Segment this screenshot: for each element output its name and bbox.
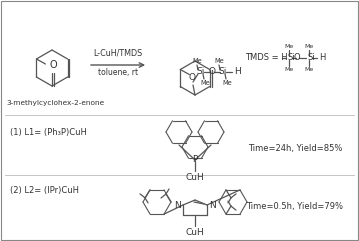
Text: Me: Me: [200, 80, 210, 86]
Text: P: P: [192, 155, 198, 165]
Text: Time=24h, Yield=85%: Time=24h, Yield=85%: [248, 143, 342, 153]
Text: 3-methylcyclohex-2-enone: 3-methylcyclohex-2-enone: [6, 100, 104, 106]
Text: O: O: [188, 73, 196, 82]
Text: O: O: [209, 67, 215, 76]
Text: TMDS = H: TMDS = H: [245, 54, 288, 62]
Text: O: O: [49, 60, 57, 70]
Text: (1) L1= (Ph₃P)CuH: (1) L1= (Ph₃P)CuH: [10, 128, 87, 137]
Text: Si: Si: [219, 67, 227, 76]
Text: Me: Me: [304, 44, 314, 49]
Text: O: O: [294, 54, 300, 62]
Text: N: N: [174, 201, 181, 209]
Text: Me: Me: [304, 67, 314, 72]
Text: Me: Me: [214, 58, 224, 64]
Text: Si: Si: [197, 67, 205, 76]
Text: H: H: [319, 54, 325, 62]
Text: Time=0.5h, Yield=79%: Time=0.5h, Yield=79%: [247, 202, 344, 212]
Text: Si: Si: [308, 54, 316, 62]
Text: L-CuH/TMDS: L-CuH/TMDS: [93, 48, 143, 57]
Text: CuH: CuH: [186, 228, 204, 237]
Text: Me: Me: [284, 44, 294, 49]
Text: (2) L2= (IPr)CuH: (2) L2= (IPr)CuH: [10, 186, 79, 195]
Text: H: H: [234, 67, 241, 76]
Text: Me: Me: [284, 67, 294, 72]
Text: N: N: [209, 201, 216, 209]
Text: Me: Me: [192, 58, 202, 64]
Text: toluene, rt: toluene, rt: [98, 68, 138, 77]
Text: Si: Si: [288, 54, 295, 62]
Text: Me: Me: [222, 80, 232, 86]
Text: CuH: CuH: [186, 173, 204, 182]
